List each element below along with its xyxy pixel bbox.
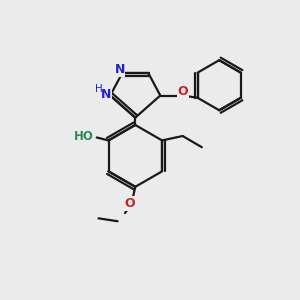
Text: HO: HO xyxy=(74,130,94,142)
Text: N: N xyxy=(115,63,125,76)
Text: O: O xyxy=(124,197,135,210)
Text: H: H xyxy=(95,84,103,94)
Text: O: O xyxy=(178,85,188,98)
Text: N: N xyxy=(101,88,112,100)
